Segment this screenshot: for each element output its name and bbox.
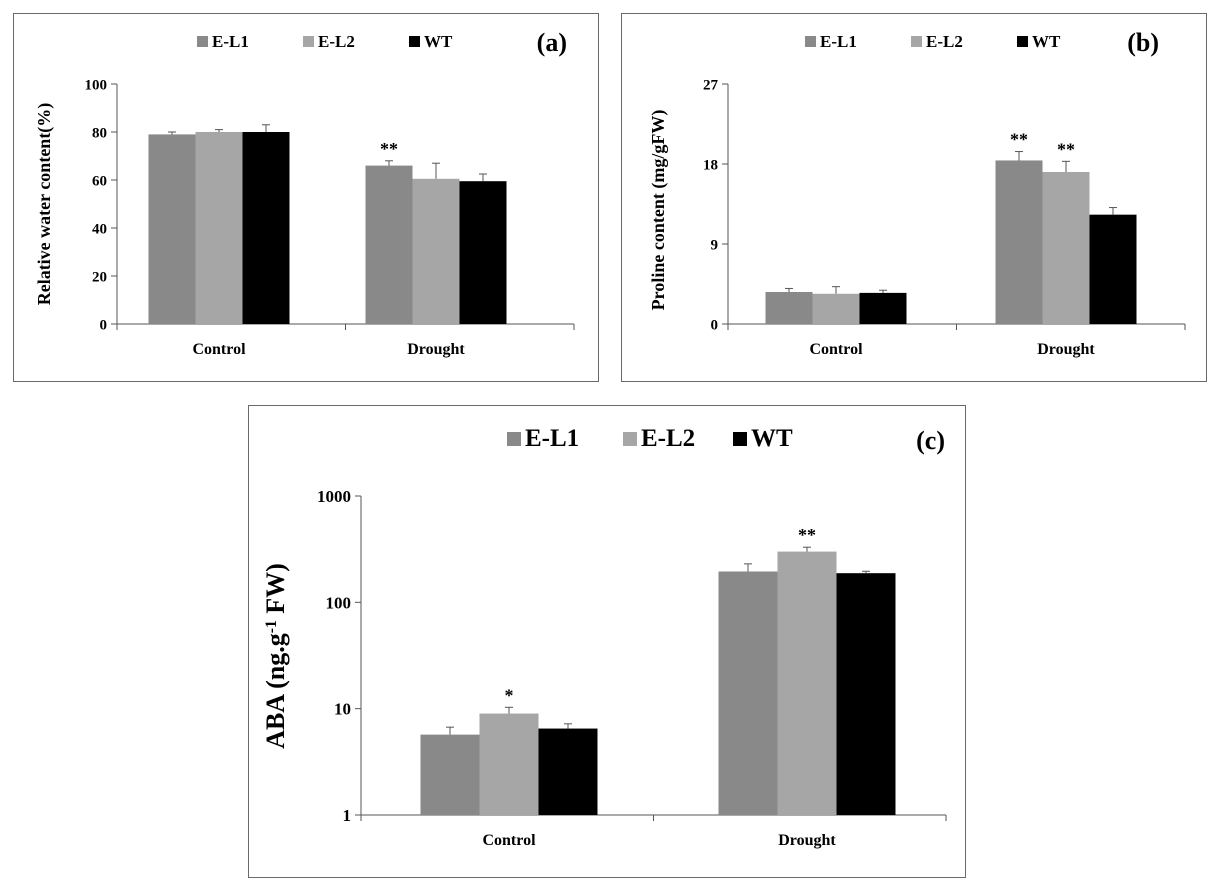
y-axis-label: ABA (ng.g-1 FW) xyxy=(261,563,290,749)
x-category-label: Drought xyxy=(778,832,836,849)
chart-b-svg: 0 9 18 27 Control Drought ** ** E-L1 E-L2 WT (b) Pro… xyxy=(648,28,1186,358)
chart-a-svg: 0 20 40 60 80 100 Control Drought ** E-L1 E-L2 WT (a… xyxy=(34,28,575,358)
y-tick-label: 1 xyxy=(343,806,352,825)
bar-wt-drought xyxy=(1089,214,1137,324)
y-axis-label: Proline content (mg/gFW) xyxy=(648,110,669,311)
bar-wt-drought xyxy=(836,573,896,815)
bar-wt-control xyxy=(538,728,598,815)
chart-panel-c: 1 10 100 1000 Control Drought * ** E-L1 E-L2 WT (c)… xyxy=(248,405,966,878)
y-tick-label: 100 xyxy=(85,77,108,93)
x-category-label: Control xyxy=(482,832,536,849)
legend-swatch-wt xyxy=(1017,36,1028,47)
legend-label-wt: WT xyxy=(1032,32,1061,51)
legend-swatch-wt xyxy=(409,36,420,47)
chart-panel-b: 0 9 18 27 Control Drought ** ** E-L1 E-L2 WT (b) Pro… xyxy=(621,13,1207,382)
bar-e-l1-control xyxy=(765,292,813,324)
x-category-label: Drought xyxy=(407,341,465,358)
bar-e-l2-drought xyxy=(777,551,837,815)
legend-label-e-l1: E-L1 xyxy=(212,32,249,51)
legend-swatch-e-l1 xyxy=(805,36,816,47)
y-tick-label: 9 xyxy=(711,237,719,253)
bar-e-l2-control xyxy=(812,293,860,324)
bar-e-l2-drought xyxy=(412,178,460,324)
panel-label: (c) xyxy=(916,426,945,455)
y-tick-label: 0 xyxy=(711,317,719,333)
panel-label: (a) xyxy=(537,28,567,57)
legend-swatch-e-l2 xyxy=(303,36,314,47)
bar-wt-control xyxy=(242,132,290,324)
significance-marker: ** xyxy=(1010,130,1028,150)
legend-label-e-l2: E-L2 xyxy=(926,32,963,51)
y-tick-label: 0 xyxy=(100,317,108,333)
legend-swatch-e-l2 xyxy=(623,432,637,446)
legend-label-e-l1: E-L1 xyxy=(820,32,857,51)
significance-marker: * xyxy=(505,685,514,705)
legend-label-e-l2: E-L2 xyxy=(318,32,355,51)
y-tick-label: 10 xyxy=(334,700,351,719)
legend-swatch-e-l2 xyxy=(911,36,922,47)
bar-e-l1-control xyxy=(148,134,196,324)
bar-wt-control xyxy=(859,292,907,324)
bar-e-l1-drought xyxy=(365,165,413,324)
y-tick-label: 40 xyxy=(92,221,107,237)
y-tick-label: 100 xyxy=(326,593,352,612)
bar-e-l1-drought xyxy=(718,571,778,815)
y-tick-label: 20 xyxy=(92,269,107,285)
panel-label: (b) xyxy=(1127,28,1159,57)
bar-e-l2-control xyxy=(479,713,539,815)
bar-e-l1-drought xyxy=(995,160,1043,324)
y-tick-label: 27 xyxy=(703,77,719,93)
y-tick-label: 60 xyxy=(92,173,107,189)
y-axis-label-tail: FW) xyxy=(261,563,290,620)
legend-label-e-l1: E-L1 xyxy=(525,425,579,452)
y-tick-label: 1000 xyxy=(317,487,351,506)
legend-swatch-e-l1 xyxy=(197,36,208,47)
significance-marker: ** xyxy=(798,525,816,545)
y-tick-label: 80 xyxy=(92,125,107,141)
legend-swatch-wt xyxy=(733,432,747,446)
legend-label-e-l2: E-L2 xyxy=(641,425,695,452)
x-category-label: Control xyxy=(192,341,246,358)
legend-label-wt: WT xyxy=(424,32,453,51)
legend-swatch-e-l1 xyxy=(507,432,521,446)
y-axis-label-main: ABA (ng.g xyxy=(261,633,290,749)
bar-e-l2-drought xyxy=(1042,172,1090,324)
bar-wt-drought xyxy=(459,181,507,324)
bar-e-l2-control xyxy=(195,132,243,324)
y-axis-label-superscript: -1 xyxy=(263,620,280,633)
chart-panel-a: 0 20 40 60 80 100 Control Drought ** E-L1 E-L2 WT (a… xyxy=(13,13,599,382)
y-axis-label: Relative water content(%) xyxy=(34,103,55,306)
x-category-label: Drought xyxy=(1037,341,1095,358)
legend-label-wt: WT xyxy=(751,425,793,452)
y-tick-label: 18 xyxy=(703,157,718,173)
bar-e-l1-control xyxy=(420,734,480,815)
significance-marker: ** xyxy=(1057,139,1075,159)
x-category-label: Control xyxy=(809,341,863,358)
significance-marker: ** xyxy=(380,139,398,159)
